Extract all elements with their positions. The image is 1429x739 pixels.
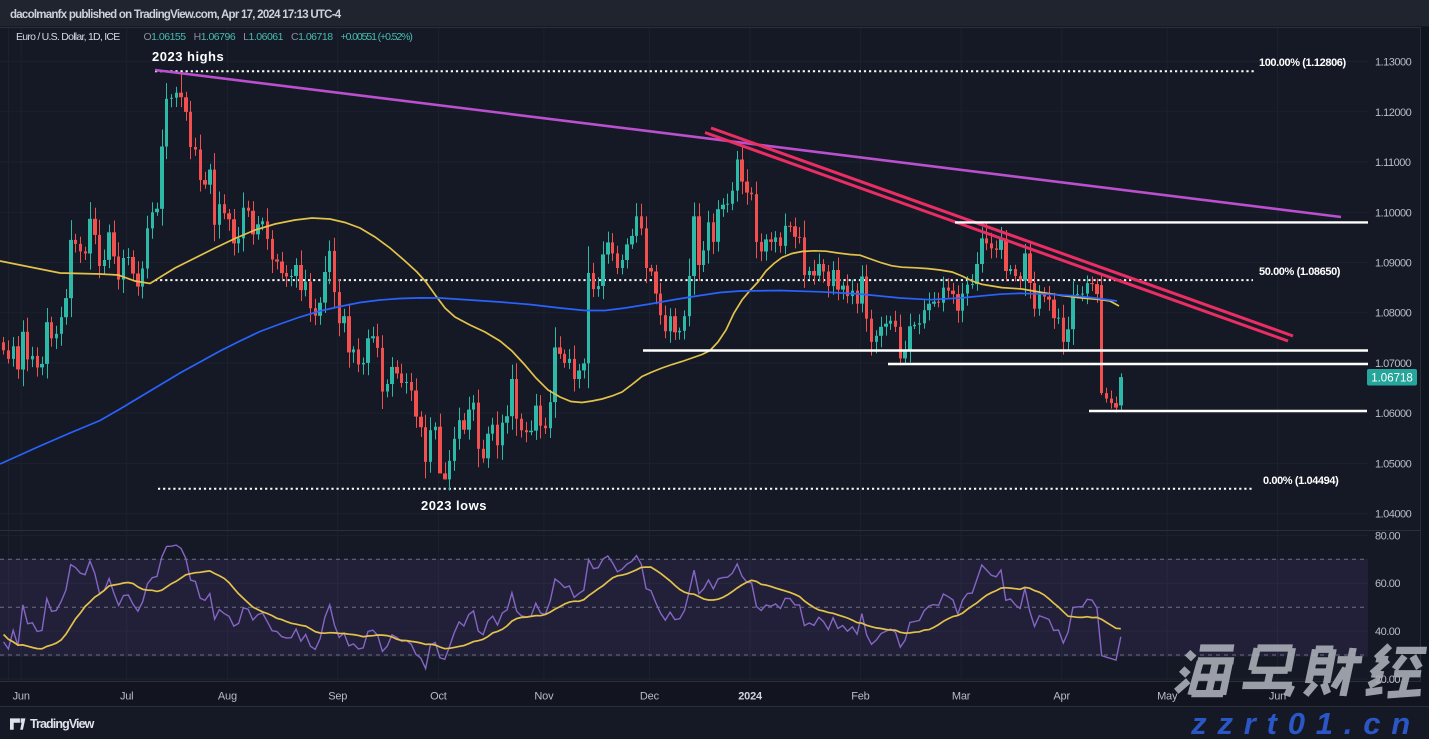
svg-text:Jul: Jul xyxy=(120,691,133,703)
svg-text:2024: 2024 xyxy=(738,691,763,703)
svg-text:50.00% (1.08650): 50.00% (1.08650) xyxy=(1259,266,1341,278)
svg-text:0.00% (1.04494): 0.00% (1.04494) xyxy=(1263,475,1339,487)
svg-text:1.09000: 1.09000 xyxy=(1375,258,1412,270)
svg-text:1.12000: 1.12000 xyxy=(1375,107,1412,119)
svg-text:40.00: 40.00 xyxy=(1375,626,1400,638)
svg-text:2023 highs: 2023 highs xyxy=(152,49,224,64)
svg-text:zzrt01.cn: zzrt01.cn xyxy=(1190,706,1421,739)
svg-text:Mar: Mar xyxy=(952,691,971,703)
svg-text:1.04000: 1.04000 xyxy=(1375,509,1412,521)
svg-text:Jun: Jun xyxy=(13,691,30,703)
svg-text:May: May xyxy=(1157,691,1178,703)
svg-text:Feb: Feb xyxy=(851,691,869,703)
svg-text:1.10000: 1.10000 xyxy=(1375,207,1412,219)
svg-text:Sep: Sep xyxy=(328,691,347,703)
svg-text:Oct: Oct xyxy=(430,691,447,703)
svg-text:1.13000: 1.13000 xyxy=(1375,57,1412,69)
svg-text:2023 lows: 2023 lows xyxy=(421,498,487,513)
svg-text:1.11000: 1.11000 xyxy=(1375,157,1411,169)
svg-text:1.07000: 1.07000 xyxy=(1375,358,1412,370)
svg-text:Apr: Apr xyxy=(1053,691,1070,703)
svg-text:1.06718: 1.06718 xyxy=(1371,373,1413,385)
svg-text:80.00: 80.00 xyxy=(1375,530,1400,542)
svg-text:dacolmanfx published on Tradin: dacolmanfx published on TradingView.com,… xyxy=(10,9,342,21)
svg-text:Dec: Dec xyxy=(640,691,660,703)
svg-text:TradingView: TradingView xyxy=(30,717,95,731)
svg-text:Aug: Aug xyxy=(218,691,237,703)
svg-text:Jun: Jun xyxy=(1269,691,1286,703)
svg-text:1.05000: 1.05000 xyxy=(1375,458,1412,470)
svg-text:60.00: 60.00 xyxy=(1375,578,1400,590)
svg-text:100.00% (1.12806): 100.00% (1.12806) xyxy=(1259,57,1347,69)
svg-text:1.06000: 1.06000 xyxy=(1375,408,1412,420)
svg-text:1.08000: 1.08000 xyxy=(1375,308,1412,320)
svg-text:Nov: Nov xyxy=(534,691,554,703)
